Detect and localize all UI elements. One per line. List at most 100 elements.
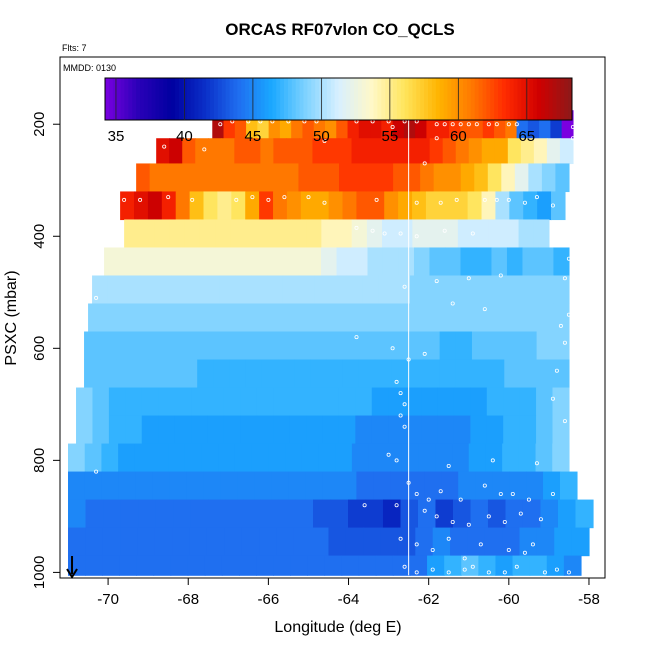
heatmap-cell xyxy=(368,443,386,473)
heatmap-cell xyxy=(392,555,411,576)
heatmap-cell xyxy=(488,303,506,333)
colorbar-tick-label: 60 xyxy=(450,128,467,145)
heatmap-cell xyxy=(314,275,332,305)
heatmap-cell xyxy=(505,499,524,529)
heatmap-cell xyxy=(231,191,246,221)
heatmap-cell xyxy=(107,275,125,305)
heatmap-cell xyxy=(457,275,475,305)
heatmap-cell xyxy=(296,303,314,333)
colorbar-swatch xyxy=(346,78,351,120)
heatmap-cell xyxy=(367,247,384,277)
data-point xyxy=(354,335,359,340)
heatmap-cell xyxy=(489,275,506,305)
heatmap-cell xyxy=(313,499,332,529)
data-point xyxy=(434,122,439,127)
arrow-marker xyxy=(66,556,78,579)
heatmap-cell xyxy=(507,138,522,165)
colorbar-swatch xyxy=(233,78,238,120)
heatmap-cell xyxy=(295,499,314,529)
flights-label: Flts: 7 xyxy=(62,43,87,53)
colorbar-swatch xyxy=(560,78,565,120)
heatmap-cell xyxy=(261,331,279,361)
heatmap-cell xyxy=(546,138,561,165)
heatmap-cell xyxy=(251,443,269,473)
heatmap-cell xyxy=(341,555,360,576)
colorbar-swatch xyxy=(389,78,394,120)
data-point xyxy=(522,200,527,205)
colorbar-swatch xyxy=(525,78,530,120)
heatmap-cell xyxy=(503,387,521,417)
heatmap-cell xyxy=(371,415,389,445)
colorbar-swatch xyxy=(186,78,192,120)
heatmap-cell xyxy=(512,555,531,576)
heatmap-cell xyxy=(173,499,192,529)
data-point xyxy=(534,195,539,200)
colorbar-swatch xyxy=(443,78,448,120)
data-point xyxy=(94,469,99,474)
colorbar-swatch xyxy=(396,78,402,120)
heatmap-cell xyxy=(76,415,94,445)
heatmap-cell xyxy=(286,191,302,221)
heatmap-cell xyxy=(232,303,249,333)
data-point xyxy=(566,206,571,211)
heatmap-cell xyxy=(494,110,506,139)
heatmap-cell xyxy=(108,415,126,445)
data-point xyxy=(422,508,427,513)
heatmap-cell xyxy=(139,219,156,249)
heatmap-cell xyxy=(455,138,470,165)
heatmap-cell xyxy=(282,275,300,305)
heatmap-cell xyxy=(244,163,259,193)
heatmap-cell xyxy=(575,499,594,529)
data-point xyxy=(450,301,455,306)
heatmap-cell xyxy=(285,443,303,473)
heatmap-cell xyxy=(181,359,198,389)
heatmap-cell xyxy=(355,415,373,445)
chart-title: ORCAS RF07vlon CO_QCLS xyxy=(225,20,455,39)
heatmap-cell xyxy=(460,247,477,277)
data-point xyxy=(554,567,559,572)
data-point xyxy=(502,520,507,525)
data-point xyxy=(250,195,255,200)
colorbar-swatch xyxy=(342,78,347,120)
colorbar-swatch xyxy=(439,78,445,120)
heatmap-cell xyxy=(120,527,139,557)
colorbar-swatch xyxy=(198,78,203,120)
heatmap-cell xyxy=(553,275,570,305)
heatmap-cell xyxy=(460,163,475,193)
heatmap-cell xyxy=(136,303,153,333)
heatmap-cell xyxy=(149,163,164,193)
heatmap-cell xyxy=(260,499,279,529)
heatmap-cell xyxy=(273,138,288,165)
heatmap-cell xyxy=(148,359,166,389)
data-point xyxy=(322,138,327,143)
heatmap-cell xyxy=(174,415,192,445)
heatmap-cell xyxy=(552,359,570,389)
heatmap-cell xyxy=(137,527,156,557)
arrow-head xyxy=(66,568,78,579)
data-point xyxy=(430,548,435,553)
colorbar-swatch xyxy=(221,78,227,120)
data-point xyxy=(498,491,503,496)
heatmap-cell xyxy=(191,415,209,445)
colorbar-swatch xyxy=(509,78,515,120)
heatmap-cell xyxy=(471,110,484,139)
heatmap-cell xyxy=(552,303,570,333)
heatmap-cell xyxy=(475,247,493,277)
colorbar-swatch xyxy=(501,78,507,120)
data-point xyxy=(470,564,475,569)
colorbar-swatch xyxy=(494,78,499,120)
heatmap-cell xyxy=(488,219,504,249)
x-tick-label: -64 xyxy=(338,591,360,608)
colorbar-swatch xyxy=(248,78,254,120)
heatmap-cell xyxy=(218,443,236,473)
heatmap-cell xyxy=(409,555,428,576)
heatmap-cell xyxy=(345,527,364,557)
heatmap-cell xyxy=(294,331,311,361)
heatmap-cell xyxy=(432,527,451,557)
heatmap-cell xyxy=(212,247,229,277)
heatmap-cell xyxy=(455,331,473,361)
heatmap-cell xyxy=(256,415,274,445)
heatmap-cell xyxy=(336,247,353,277)
heatmap-cell xyxy=(184,443,203,473)
heatmap-cell xyxy=(401,443,420,473)
